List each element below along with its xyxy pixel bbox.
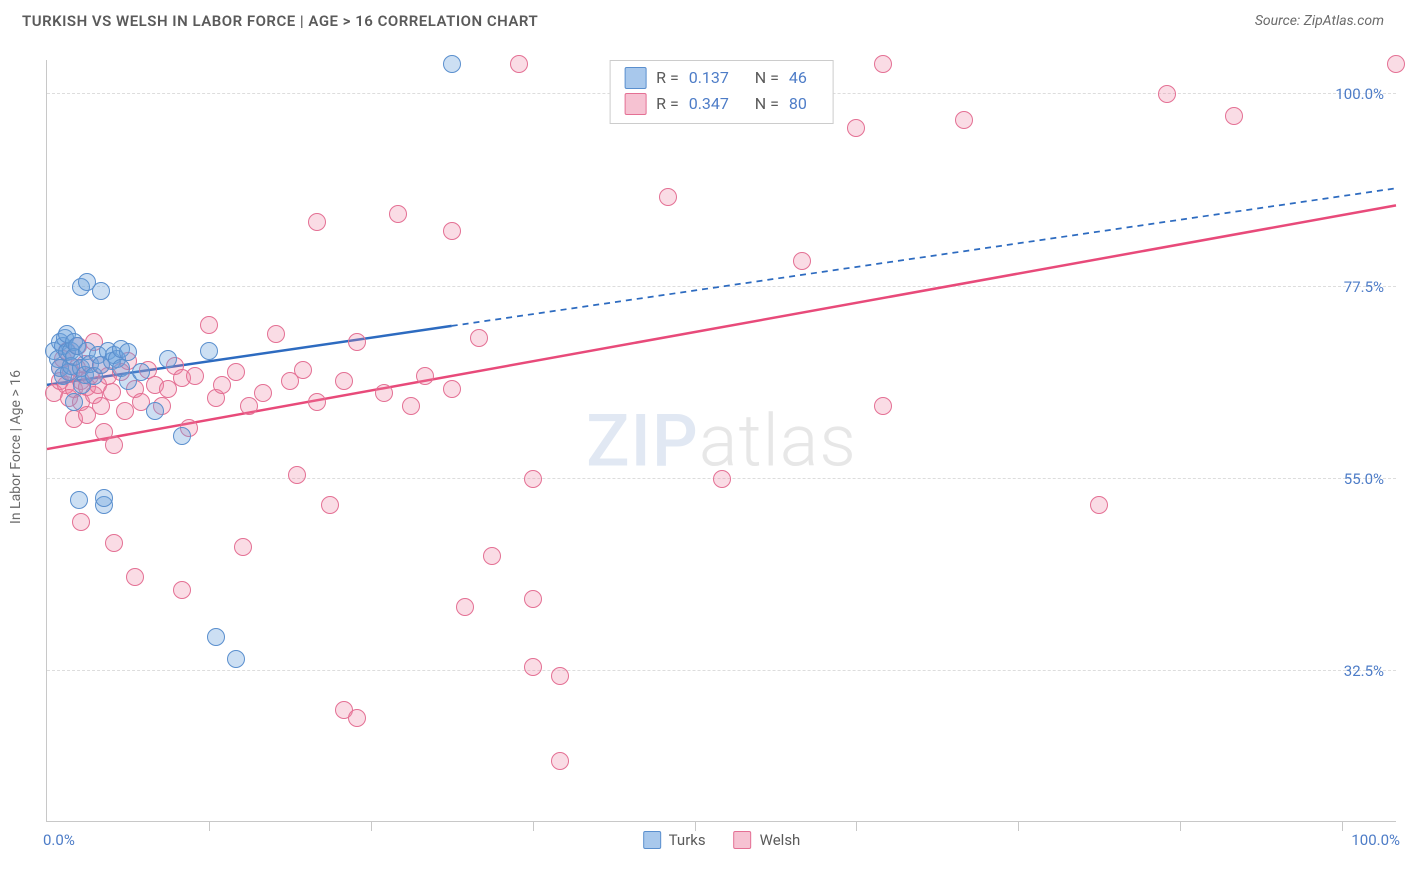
data-point-turks — [132, 363, 150, 381]
data-point-welsh — [524, 470, 542, 488]
data-point-turks — [200, 342, 218, 360]
data-point-turks — [95, 489, 113, 507]
x-tick — [856, 821, 857, 831]
data-point-welsh — [402, 397, 420, 415]
data-point-welsh — [389, 205, 407, 223]
swatch-turks — [643, 831, 661, 849]
data-point-welsh — [456, 598, 474, 616]
correlation-legend: R = 0.137 N = 46 R = 0.347 N = 80 — [609, 60, 834, 124]
y-tick-label: 77.5% — [1344, 278, 1384, 296]
data-point-turks — [207, 628, 225, 646]
y-tick-label: 32.5% — [1344, 662, 1384, 680]
data-point-welsh — [288, 466, 306, 484]
legend-label: Welsh — [760, 831, 801, 849]
data-point-welsh — [254, 384, 272, 402]
chart-container: In Labor Force | Age > 16 ZIPatlas R = 0… — [22, 46, 1396, 848]
data-point-welsh — [713, 470, 731, 488]
data-point-welsh — [186, 367, 204, 385]
legend-item-welsh: Welsh — [734, 831, 801, 849]
data-point-welsh — [105, 436, 123, 454]
data-point-welsh — [267, 325, 285, 343]
legend-item-turks: Turks — [643, 831, 706, 849]
data-point-turks — [227, 650, 245, 668]
data-point-welsh — [443, 380, 461, 398]
data-point-turks — [119, 343, 137, 361]
data-point-welsh — [955, 111, 973, 129]
data-point-welsh — [874, 55, 892, 73]
y-tick-label: 100.0% — [1335, 85, 1384, 103]
correlation-row-turks: R = 0.137 N = 46 — [624, 65, 819, 91]
data-point-welsh — [308, 393, 326, 411]
data-point-welsh — [294, 361, 312, 379]
data-point-welsh — [348, 709, 366, 727]
y-axis-label: In Labor Force | Age > 16 — [8, 370, 24, 524]
data-point-turks — [92, 282, 110, 300]
data-point-welsh — [308, 213, 326, 231]
data-point-welsh — [335, 372, 353, 390]
data-point-welsh — [524, 590, 542, 608]
data-point-welsh — [524, 658, 542, 676]
data-point-welsh — [793, 252, 811, 270]
data-point-welsh — [126, 568, 144, 586]
y-tick-label: 55.0% — [1344, 470, 1384, 488]
legend-label: Turks — [669, 831, 706, 849]
data-point-turks — [70, 491, 88, 509]
data-point-welsh — [375, 384, 393, 402]
chart-title: TURKISH VS WELSH IN LABOR FORCE | AGE > … — [22, 12, 538, 30]
data-point-welsh — [510, 55, 528, 73]
x-max-label: 100.0% — [1351, 831, 1400, 849]
data-point-welsh — [116, 402, 134, 420]
x-tick — [695, 821, 696, 831]
trend-line — [452, 188, 1396, 326]
x-tick — [1342, 821, 1343, 831]
x-tick — [371, 821, 372, 831]
data-point-welsh — [103, 383, 121, 401]
swatch-welsh — [624, 93, 646, 115]
data-point-welsh — [227, 363, 245, 381]
series-legend: Turks Welsh — [643, 831, 801, 849]
data-point-welsh — [470, 329, 488, 347]
plot-area: ZIPatlas R = 0.137 N = 46 R = 0.347 N = … — [46, 60, 1396, 822]
x-tick — [1018, 821, 1019, 831]
data-point-welsh — [551, 667, 569, 685]
trend-lines — [47, 60, 1396, 821]
data-point-welsh — [105, 534, 123, 552]
data-point-welsh — [348, 333, 366, 351]
x-tick — [1180, 821, 1181, 831]
data-point-welsh — [416, 367, 434, 385]
data-point-welsh — [659, 188, 677, 206]
data-point-welsh — [321, 496, 339, 514]
swatch-turks — [624, 67, 646, 89]
data-point-turks — [146, 402, 164, 420]
swatch-welsh — [734, 831, 752, 849]
data-point-welsh — [200, 316, 218, 334]
data-point-turks — [159, 350, 177, 368]
data-point-welsh — [483, 547, 501, 565]
data-point-welsh — [1225, 107, 1243, 125]
data-point-turks — [443, 55, 461, 73]
data-point-welsh — [234, 538, 252, 556]
data-point-turks — [173, 427, 191, 445]
x-min-label: 0.0% — [43, 831, 75, 849]
correlation-row-welsh: R = 0.347 N = 80 — [624, 91, 819, 117]
data-point-welsh — [443, 222, 461, 240]
source-attribution: Source: ZipAtlas.com — [1255, 13, 1384, 29]
data-point-welsh — [72, 513, 90, 531]
x-tick — [209, 821, 210, 831]
data-point-welsh — [1090, 496, 1108, 514]
data-point-welsh — [1387, 55, 1405, 73]
data-point-turks — [65, 393, 83, 411]
data-point-welsh — [551, 752, 569, 770]
data-point-welsh — [874, 397, 892, 415]
x-tick — [533, 821, 534, 831]
data-point-welsh — [847, 119, 865, 137]
data-point-welsh — [173, 581, 191, 599]
data-point-welsh — [1158, 85, 1176, 103]
